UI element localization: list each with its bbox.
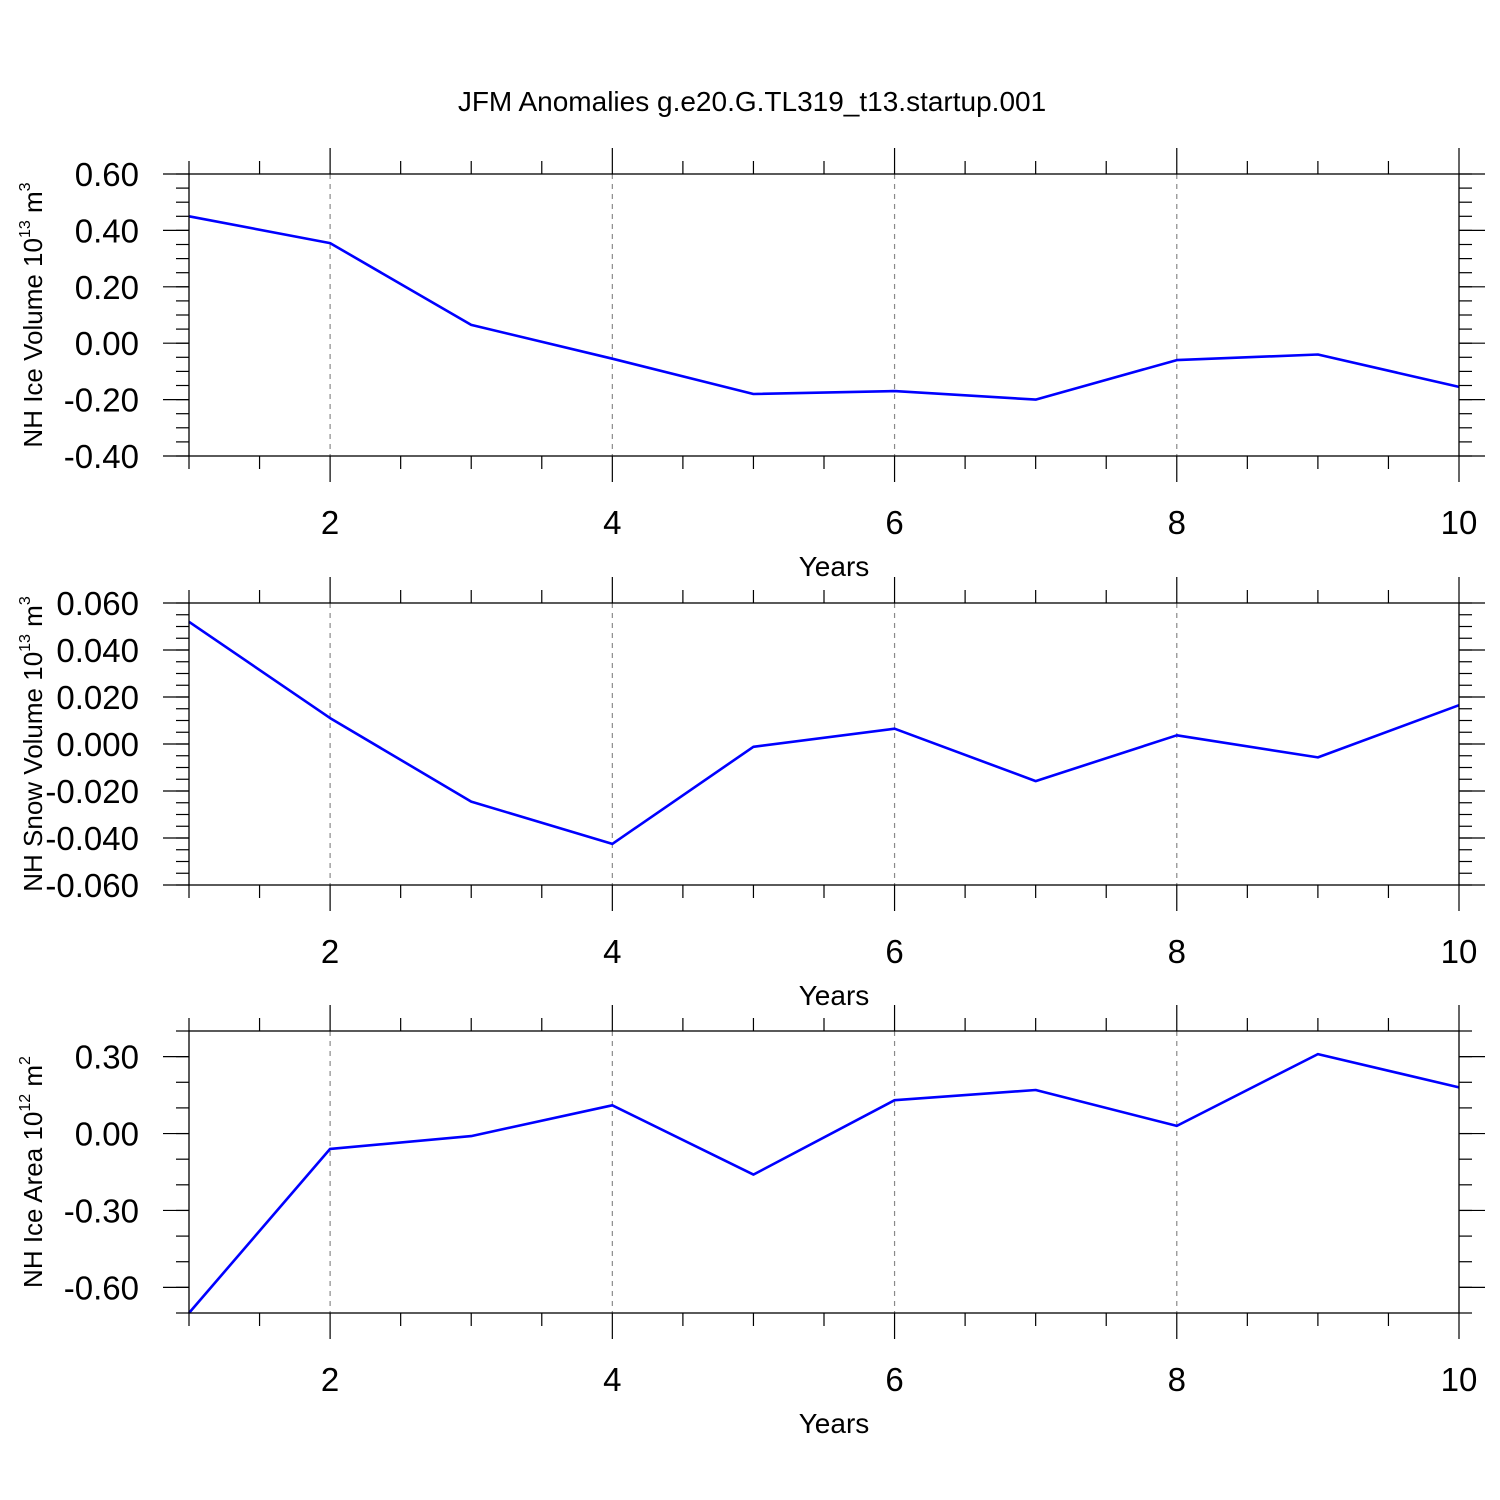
y-axis-title-text: NH Snow Volume 10 — [18, 652, 48, 892]
y-axis-title: NH Snow Volume 1013 m3 — [17, 596, 48, 892]
x-tick-label: 4 — [603, 1361, 621, 1398]
x-tick-label: 8 — [1168, 933, 1186, 970]
y-tick-label: -0.40 — [64, 438, 139, 475]
panel-3: 2 4 6 8 10 Years -0.60 -0.30 0.00 0.30 NH Ice Area… — [17, 1005, 1485, 1439]
y-axis-title: NH Ice Volume 1013 m3 — [17, 182, 48, 447]
y-tick-label: -0.60 — [64, 1269, 139, 1306]
series-line — [188, 620, 1460, 846]
y-axis-title-unit: m — [18, 605, 48, 634]
y-axis-title-exponent: 13 — [17, 634, 34, 652]
x-tick-label: 4 — [603, 933, 621, 970]
y-axis-title-unit-exponent: 3 — [17, 596, 34, 605]
y-tick-label: -0.20 — [64, 382, 139, 419]
y-tick-label: 0.040 — [56, 632, 139, 669]
y-axis-title-unit-exponent: 2 — [17, 1056, 34, 1065]
series-line — [188, 215, 1460, 401]
y-tick-label: 0.00 — [75, 1116, 139, 1153]
x-tick-label: 6 — [885, 504, 903, 541]
y-tick-label: 0.00 — [75, 325, 139, 362]
x-tick-label: 4 — [603, 504, 621, 541]
x-tick-label: 8 — [1168, 504, 1186, 541]
figure-title: JFM Anomalies g.e20.G.TL319_t13.startup.… — [458, 86, 1046, 117]
y-tick-label: 0.060 — [56, 585, 139, 622]
y-tick-label: 0.020 — [56, 679, 139, 716]
panels: 2 4 6 8 10 Years -0.40 -0.20 0.00 0.20 0.40 0.60 NH … — [17, 148, 1485, 1439]
y-axis-title-exponent: 13 — [17, 220, 34, 238]
y-axis-title-text: NH Ice Area 10 — [18, 1112, 48, 1288]
x-tick-label: 2 — [321, 504, 339, 541]
y-axis-title-exponent: 12 — [17, 1094, 34, 1112]
y-axis-title-unit: m — [18, 191, 48, 220]
x-tick-label: 10 — [1441, 504, 1478, 541]
y-tick-label: 0.20 — [75, 269, 139, 306]
x-tick-label: 10 — [1441, 1361, 1478, 1398]
x-tick-label: 2 — [321, 933, 339, 970]
y-tick-label: 0.60 — [75, 156, 139, 193]
x-axis-title: Years — [799, 1408, 870, 1439]
y-tick-label: -0.060 — [45, 867, 139, 904]
y-tick-label: -0.040 — [45, 820, 139, 857]
panel-2: 2 4 6 8 10 Years -0.060 -0.040 -0.020 0.000 0.020 0… — [17, 577, 1485, 1011]
y-tick-label: 0.40 — [75, 212, 139, 249]
y-axis-title-text: NH Ice Volume 10 — [18, 238, 48, 448]
x-tick-label: 8 — [1168, 1361, 1186, 1398]
x-axis-title: Years — [799, 551, 870, 582]
y-tick-label: 0.30 — [75, 1039, 139, 1076]
x-tick-label: 6 — [885, 1361, 903, 1398]
y-tick-label: 0.000 — [56, 726, 139, 763]
x-axis-title: Years — [799, 980, 870, 1011]
x-tick-label: 10 — [1441, 933, 1478, 970]
panel-1: 2 4 6 8 10 Years -0.40 -0.20 0.00 0.20 0.40 0.60 NH … — [17, 148, 1485, 582]
series-line — [188, 1052, 1460, 1314]
x-tick-label: 2 — [321, 1361, 339, 1398]
y-tick-label: -0.30 — [64, 1192, 139, 1229]
y-axis-title-unit-exponent: 3 — [17, 182, 34, 191]
x-tick-label: 6 — [885, 933, 903, 970]
y-axis-title: NH Ice Area 1012 m2 — [17, 1056, 48, 1288]
y-axis-title-unit: m — [18, 1065, 48, 1094]
y-tick-label: -0.020 — [45, 773, 139, 810]
